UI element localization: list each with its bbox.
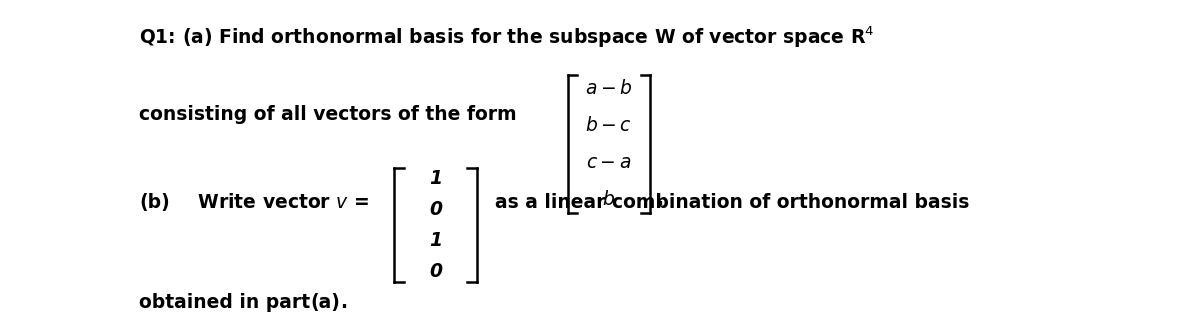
Text: .: .	[656, 190, 664, 210]
Text: $b$: $b$	[602, 190, 616, 210]
Text: $a-b$: $a-b$	[586, 78, 632, 98]
Text: obtained in part: obtained in part	[139, 293, 317, 312]
Text: 1: 1	[428, 231, 442, 250]
Text: .: .	[341, 293, 347, 312]
Text: Write vector $v$ =: Write vector $v$ =	[191, 193, 368, 212]
Text: $c-a$: $c-a$	[586, 153, 631, 172]
Text: consisting of all vectors of the form: consisting of all vectors of the form	[139, 105, 517, 124]
Text: Q1: (a) Find orthonormal basis for the subspace $\mathbf{W}$ of vector space $\m: Q1: (a) Find orthonormal basis for the s…	[139, 24, 875, 50]
Text: 0: 0	[428, 200, 442, 219]
Text: (a): (a)	[311, 293, 340, 312]
Text: (b): (b)	[139, 193, 170, 212]
Text: 0: 0	[428, 262, 442, 281]
Text: as a linear combination of orthonormal basis: as a linear combination of orthonormal b…	[494, 193, 970, 212]
Text: 1: 1	[428, 169, 442, 188]
Text: $b-c$: $b-c$	[586, 116, 632, 135]
